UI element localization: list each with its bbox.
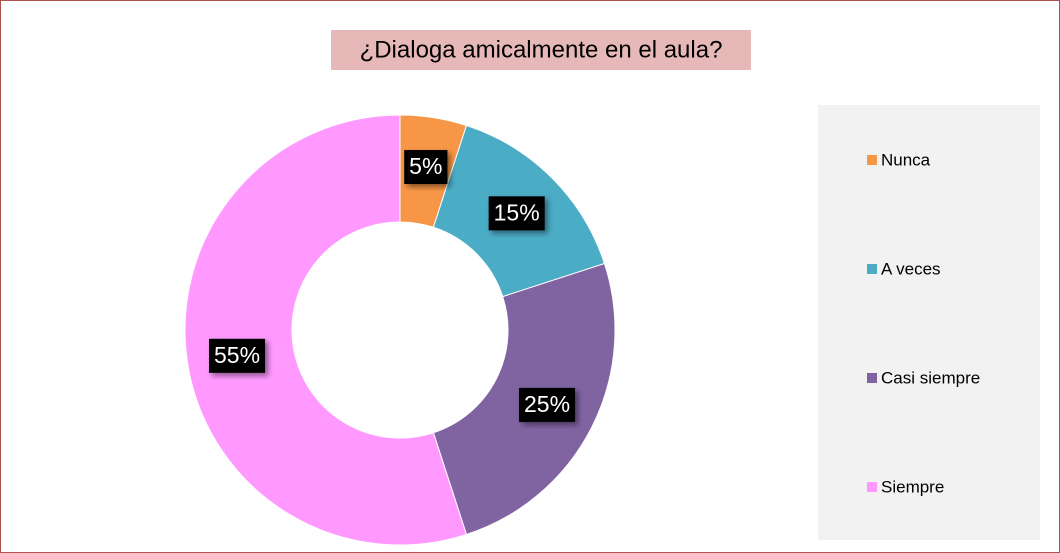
legend-label: A veces [881,259,941,278]
data-label-background [518,387,576,422]
legend-label: Casi siempre [881,368,980,387]
legend-background [818,105,1040,540]
donut-segment [184,114,468,546]
data-label: 25% [524,391,570,417]
data-label-background [404,150,448,185]
data-label: 55% [214,342,260,368]
legend-label: Nunca [881,150,931,169]
data-label-background [209,338,266,373]
legend-swatch [867,155,877,165]
legend-swatch [867,482,877,492]
legend-swatch [867,264,877,274]
legend-swatch [867,373,877,383]
data-label: 15% [494,199,540,225]
chart-title: ¿Dialoga amicalmente en el aula? [360,36,723,63]
title-background [331,30,751,70]
data-label-background [488,196,545,231]
legend-label: Siempre [881,477,944,496]
data-label: 5% [409,153,442,179]
